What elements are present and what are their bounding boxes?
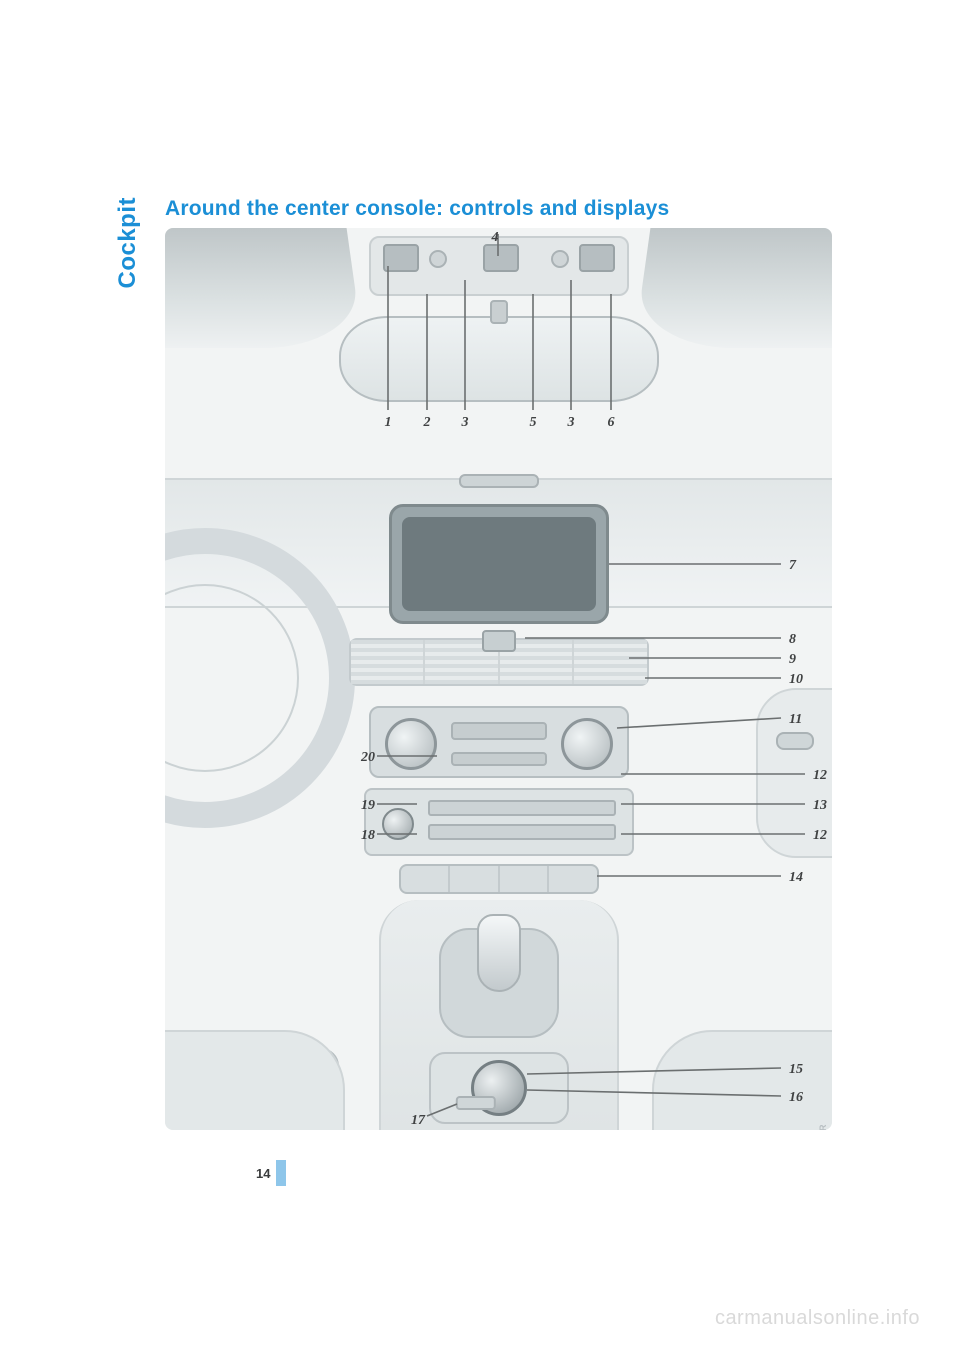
callout-1: 1 [385, 415, 392, 430]
callout-4: 4 [491, 230, 499, 245]
page-number: 14 [256, 1167, 270, 1180]
callout-3: 3 [461, 415, 469, 430]
section-tab: Cockpit [114, 197, 142, 289]
callout-8: 8 [789, 632, 796, 647]
image-reference-code: MV2573052AR [819, 1124, 828, 1130]
page-number-block: 14 [256, 1160, 286, 1186]
callout-overlay: 4 1 2 3 5 3 6 7 8 9 10 11 12 13 12 14 15… [165, 228, 832, 1130]
callout-7: 7 [789, 558, 797, 573]
callout-19: 19 [361, 798, 375, 813]
callout-12a: 12 [813, 768, 827, 783]
callout-16: 16 [789, 1090, 803, 1105]
callout-15: 15 [789, 1062, 803, 1077]
callout-13: 13 [813, 798, 827, 813]
page-number-bar [276, 1160, 286, 1186]
callout-9: 9 [789, 652, 796, 667]
callout-5: 5 [530, 415, 537, 430]
center-console-diagram: 4 1 2 3 5 3 6 7 8 9 10 11 12 13 12 14 15… [165, 228, 832, 1130]
footer-watermark: carmanualsonline.info [715, 1308, 920, 1328]
callout-20: 20 [360, 750, 375, 765]
callout-11: 11 [789, 712, 802, 727]
page-heading: Around the center console: controls and … [165, 197, 669, 221]
callout-14: 14 [789, 870, 803, 885]
callout-6: 6 [608, 415, 615, 430]
callout-12b: 12 [813, 828, 827, 843]
callout-2: 2 [423, 415, 431, 430]
callout-18: 18 [361, 828, 375, 843]
callout-17: 17 [411, 1113, 426, 1128]
callout-3b: 3 [567, 415, 575, 430]
callout-10: 10 [789, 672, 803, 687]
